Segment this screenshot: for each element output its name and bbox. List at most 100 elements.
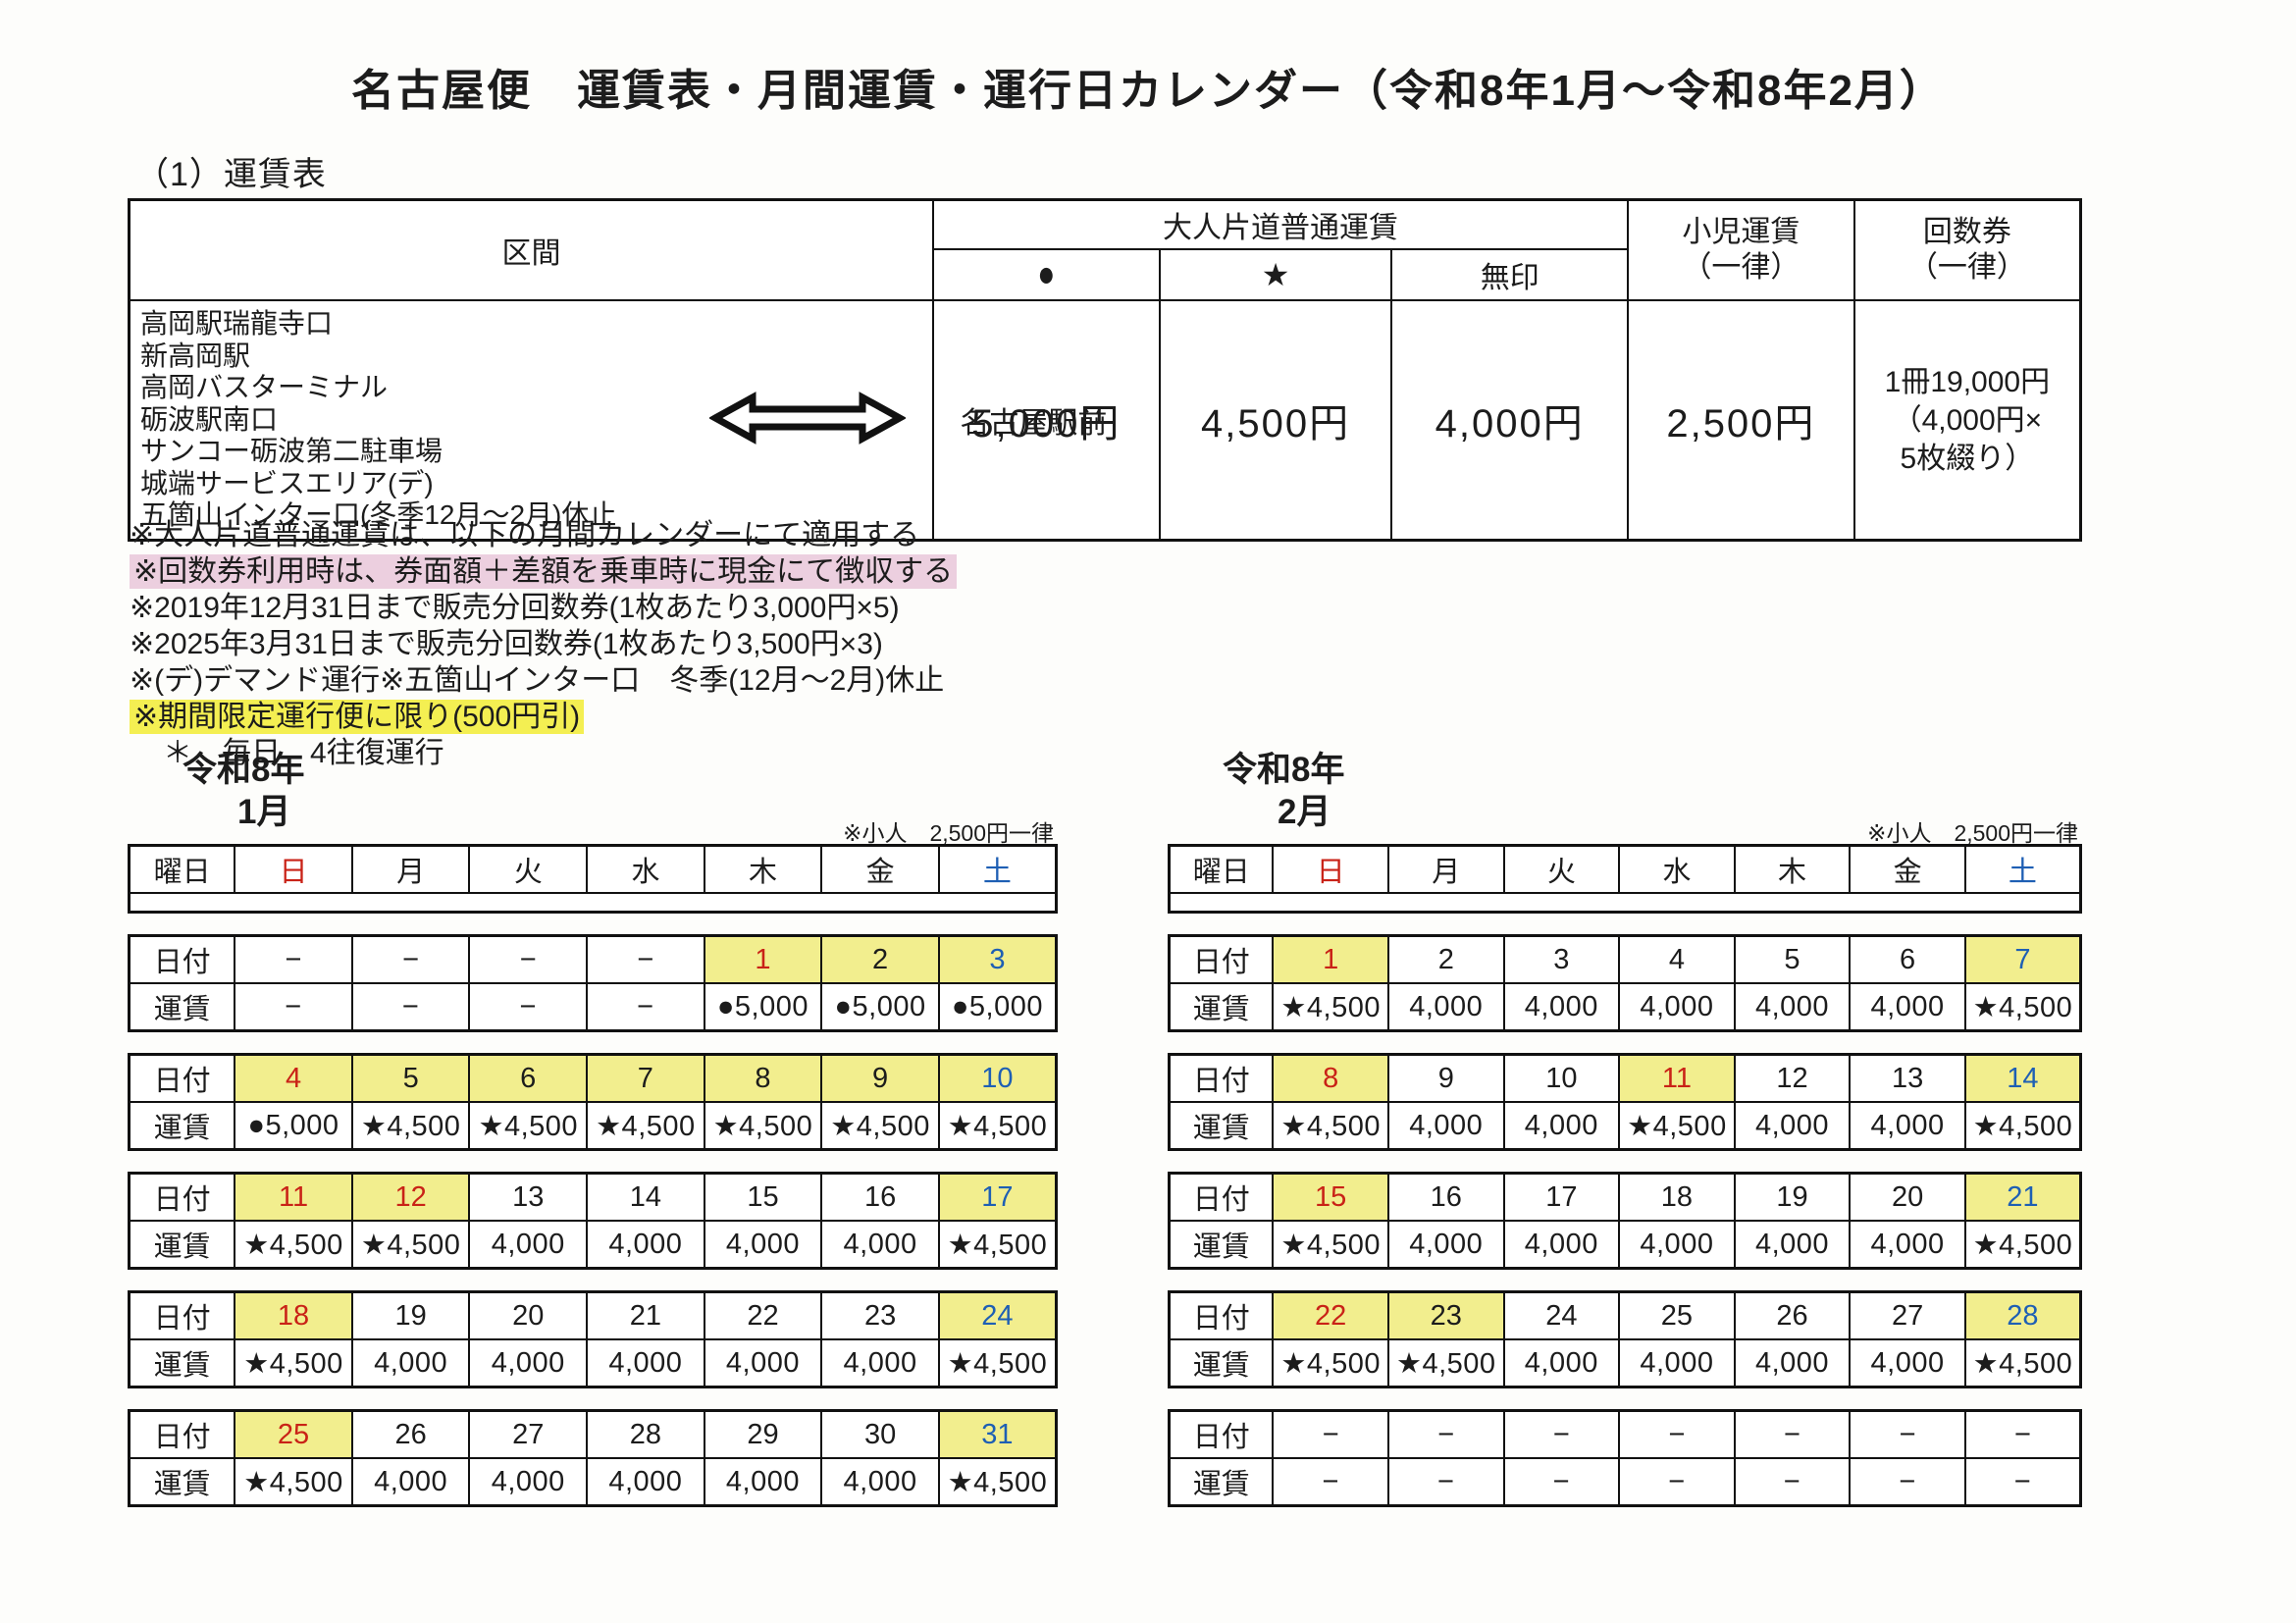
date-cell: 4 [1618, 934, 1736, 984]
fare-cell: ★4,500 [586, 1101, 705, 1151]
date-cell: 2 [1386, 934, 1505, 984]
calendar-week-table: 日付 8 9 10 11 12 13 14 運賃 ★4,500 4,000 4,000 ★4,500 4,… [1168, 1053, 2082, 1151]
calendar-child-fare-note: ※小人 2,500円一律 [843, 820, 1054, 846]
station-name: 城端サービスエリア(デ) [140, 467, 434, 498]
weekday-cell: 月 [1386, 844, 1505, 894]
date-cell: 16 [820, 1172, 940, 1222]
fare-label-cell: 運賃 [1168, 982, 1275, 1032]
fare-cell: ●5,000 [234, 1101, 353, 1151]
fare-row: 運賃 ●5,000 ★4,500 ★4,500 ★4,500 ★4,500 ★4,500 ★4… [128, 1101, 1058, 1151]
fare-cell: ★4,500 [1963, 1220, 2082, 1270]
weekday-cell: 火 [468, 844, 589, 894]
double-arrow-icon [708, 390, 908, 451]
fare-cell: 4,000 [1733, 982, 1852, 1032]
date-cell: 8 [1272, 1053, 1389, 1103]
date-cell: 10 [937, 1053, 1058, 1103]
fare-cell: ★4,500 [937, 1338, 1058, 1388]
note-text: ※期間限定運行便に限り(500円引) [130, 700, 585, 734]
date-cell: 13 [468, 1172, 589, 1222]
child-fare-value: 2,500円 [1627, 299, 1855, 542]
fare-cell: − [1849, 1457, 1966, 1507]
weekday-cell: 水 [1618, 844, 1736, 894]
date-cell: 2 [820, 934, 940, 984]
date-cell: 21 [1963, 1172, 2082, 1222]
date-cell: 12 [1733, 1053, 1852, 1103]
calendar-era-year: 令和8年 [1223, 751, 1345, 789]
date-row: 日付 − − − −1 2 3 [128, 934, 1058, 984]
fare-row: 運賃 ★4,500 4,000 4,000 4,000 4,000 4,000 ★4,500 [1168, 1220, 2082, 1270]
date-cell: 3 [1502, 934, 1621, 984]
date-cell: 6 [1849, 934, 1966, 984]
adult-fare-none-value: 4,000円 [1390, 299, 1630, 542]
weekday-label-cell: 曜日 [128, 844, 236, 894]
date-cell: 25 [1618, 1290, 1736, 1340]
coupon-line: 1冊19,000円 [1884, 365, 2051, 398]
column-header-mark-circle: ● [931, 248, 1161, 301]
date-cell: 28 [586, 1409, 705, 1459]
note-line: ※2025年3月31日まで販売分回数券(1枚あたり3,500円×3) [130, 626, 957, 662]
date-cell: 31 [937, 1409, 1058, 1459]
fare-cell: − [1963, 1457, 2082, 1507]
fare-cell: − [1502, 1457, 1621, 1507]
weekday-cell: 月 [350, 844, 471, 894]
date-cell: 4 [234, 1053, 353, 1103]
star-icon: ★ [1261, 257, 1290, 292]
date-cell: 16 [1386, 1172, 1505, 1222]
column-header-child-fare: 小児運賃 （一律） [1627, 198, 1855, 301]
fare-cell: 4,000 [820, 1457, 940, 1507]
note-text: ＊ 毎日 4往復運行 [163, 737, 444, 769]
date-cell: 28 [1963, 1290, 2082, 1340]
fare-cell: 4,000 [1733, 1338, 1852, 1388]
date-cell: 6 [468, 1053, 589, 1103]
fare-label-cell: 運賃 [128, 1101, 236, 1151]
notes-list: ※大人片道普通運賃は、以下の月間カレンダーにて適用する ※回数券利用時は、券面額＋… [130, 517, 958, 771]
fare-cell: 4,000 [350, 1338, 471, 1388]
date-row: 日付 − − − − − − − [1168, 1409, 2082, 1459]
calendar-week-table: 日付 − − − −1 2 3 運賃 − − − − ●5,000 ●5,000 ●5,000 [128, 934, 1058, 1032]
date-cell: 9 [1386, 1053, 1505, 1103]
fare-cell: ★4,500 [234, 1457, 353, 1507]
fare-cell: − [1618, 1457, 1736, 1507]
coupon-fare-value: 1冊19,000円 （4,000円× 5枚綴り） [1852, 299, 2082, 542]
date-cell: 29 [703, 1409, 823, 1459]
station-name: サンコー砺波第二駐車場 [140, 436, 444, 467]
date-cell: 5 [1733, 934, 1852, 984]
fare-cell: 4,000 [1386, 1220, 1505, 1270]
fare-cell: ★4,500 [703, 1101, 823, 1151]
calendar-month: 1月 [237, 793, 291, 831]
date-cell: 12 [350, 1172, 471, 1222]
fare-cell: 4,000 [1502, 1220, 1621, 1270]
route-section-cell: 高岡駅瑞龍寺口 新高岡駅 高岡バスターミナル 砺波駅南口 サンコー砺波第二駐車場 城端サー… [128, 299, 1107, 542]
fare-cell: 4,000 [1618, 982, 1736, 1032]
date-cell: 21 [586, 1290, 705, 1340]
date-label-cell: 日付 [1168, 934, 1275, 984]
station-name: 高岡バスターミナル [140, 372, 389, 403]
fare-label-cell: 運賃 [1168, 1457, 1275, 1507]
weekday-strip-row [1169, 892, 2081, 914]
station-name: 砺波駅南口 [140, 403, 279, 435]
coupon-line: （4,000円× [1892, 403, 2043, 437]
station-name: 高岡駅瑞龍寺口 [140, 308, 334, 340]
station-name: 新高岡駅 [140, 340, 251, 371]
date-cell: 19 [1733, 1172, 1852, 1222]
note-text: ※2019年12月31日まで販売分回数券(1枚あたり3,000円×5) [130, 592, 900, 624]
date-cell: 11 [1618, 1053, 1736, 1103]
fare-label-cell: 運賃 [1168, 1101, 1275, 1151]
date-cell: 22 [703, 1290, 823, 1340]
fare-cell: − [586, 982, 705, 1032]
fare-cell: 4,000 [586, 1220, 705, 1270]
calendar-week-table: 日付 15 16 17 18 19 20 21 運賃 ★4,500 4,000 4,000 4,000 4… [1168, 1172, 2082, 1270]
fare-row: 運賃 ★4,500 4,000 4,000 4,000 4,000 4,000 ★4,500 [128, 1338, 1058, 1388]
fare-cell: − [1272, 1457, 1389, 1507]
date-label-cell: 日付 [128, 934, 236, 984]
calendar-tables: 曜日日月火水木金土日付 − − − −1 2 3 運賃 − − − − ●5,000 ●5,000 ●5,0… [128, 844, 1058, 1507]
fare-row: 運賃 ★4,500 ★4,500 4,000 4,000 4,000 4,000 ★4,500 [1168, 1338, 2082, 1388]
note-line: ※期間限定運行便に限り(500円引) [130, 699, 957, 735]
date-cell: 5 [350, 1053, 471, 1103]
date-cell: − [1272, 1409, 1389, 1459]
fare-label-cell: 運賃 [128, 1220, 236, 1270]
date-cell: 19 [350, 1290, 471, 1340]
date-label-cell: 日付 [128, 1053, 236, 1103]
fare-cell: ★4,500 [1963, 982, 2082, 1032]
date-cell: 22 [1272, 1290, 1389, 1340]
